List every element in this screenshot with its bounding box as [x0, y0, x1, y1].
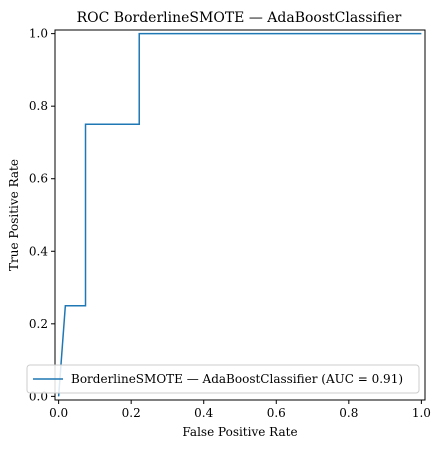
y-tick-label: 0.2 [29, 317, 48, 331]
plot-area-frame [54, 29, 426, 401]
legend-label: BorderlineSMOTE — AdaBoostClassifier (AU… [71, 372, 403, 386]
chart-title: ROC BorderlineSMOTE — AdaBoostClassifier [77, 10, 402, 26]
x-axis-title: False Positive Rate [182, 425, 297, 439]
x-axis-ticks: 0.0 0.2 0.4 0.6 0.8 1.0 [49, 400, 431, 420]
y-tick-label: 1.0 [29, 27, 48, 41]
legend-box [26, 364, 420, 394]
y-tick-label: 0.4 [29, 244, 48, 258]
y-tick-label: 0.8 [29, 99, 48, 113]
x-tick-label: 0.8 [339, 406, 358, 420]
y-axis-ticks: 0.00.20.40.60.81.0 [29, 27, 55, 403]
x-tick-label: 0.0 [49, 406, 68, 420]
y-tick-label: 0.6 [29, 172, 48, 186]
x-tick-label: 0.2 [122, 406, 141, 420]
roc-curve-line [57, 32, 422, 397]
legend: BorderlineSMOTE — AdaBoostClassifier (AU… [26, 364, 420, 394]
x-tick-label: 0.4 [194, 406, 213, 420]
x-tick-label: 1.0 [412, 406, 431, 420]
y-axis-title: True Positive Rate [7, 159, 21, 271]
x-tick-label: 0.6 [267, 406, 286, 420]
